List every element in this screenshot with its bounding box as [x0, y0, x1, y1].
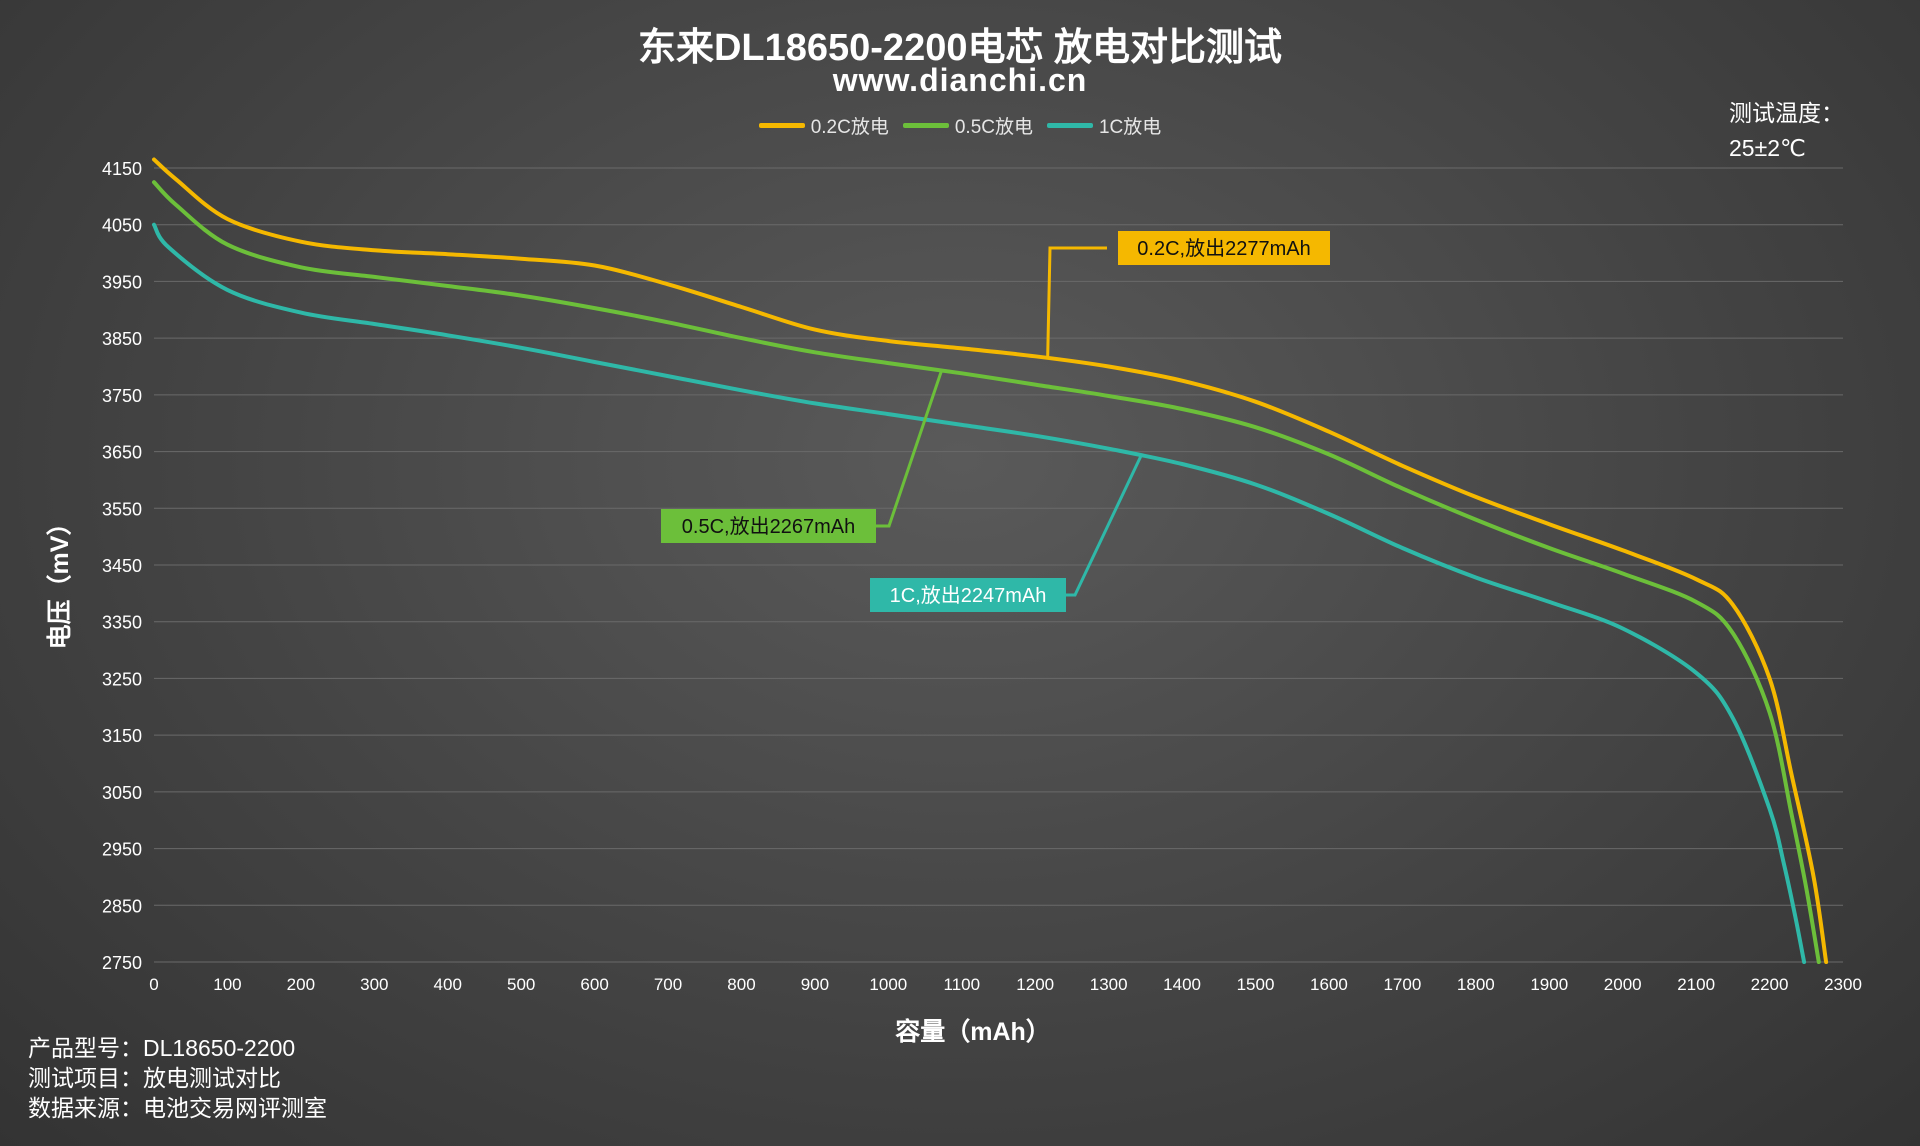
- info-key: 测试项目：: [28, 1065, 143, 1091]
- legend-label: 1C放电: [1098, 117, 1162, 138]
- x-tick-label: 400: [434, 975, 462, 994]
- info-value: 放电测试对比: [143, 1065, 281, 1091]
- series-line-0: [152, 157, 1829, 964]
- y-tick-label: 3450: [102, 556, 142, 576]
- chart-subtitle: www.dianchi.cn: [832, 62, 1088, 98]
- legend-item-0.2C: 0.2C放电: [758, 112, 889, 139]
- x-tick-label: 1600: [1310, 975, 1348, 994]
- x-tick-label: 300: [360, 975, 388, 994]
- x-tick-label: 700: [654, 975, 682, 994]
- temperature-label: 测试温度：: [1729, 100, 1844, 126]
- y-tick-label: 3150: [102, 726, 142, 746]
- x-tick-label: 2300: [1824, 975, 1862, 994]
- annotation-box: [870, 578, 1066, 612]
- x-tick-label: 1700: [1383, 975, 1421, 994]
- legend-item-0.5C: 0.5C放电: [902, 112, 1033, 139]
- info-test-item: 测试项目：放电测试对比: [28, 1063, 327, 1093]
- y-tick-label: 3250: [102, 669, 142, 689]
- x-tick-label: 200: [287, 975, 315, 994]
- x-axis-label: 容量（mAh）: [895, 1017, 1051, 1046]
- x-tick-label: 1100: [944, 975, 981, 994]
- legend-item-1C: 1C放电: [1046, 112, 1162, 139]
- y-tick-label: 3850: [102, 329, 142, 349]
- x-tick-label: 1000: [869, 975, 907, 994]
- x-tick-label: 1200: [1016, 975, 1054, 994]
- series-line-2: [152, 222, 1807, 964]
- y-tick-label: 4050: [102, 216, 142, 236]
- info-value: 电池交易网评测室: [143, 1095, 327, 1121]
- legend: 0.2C放电 0.5C放电 1C放电: [0, 112, 1920, 139]
- x-tick-label: 900: [801, 975, 829, 994]
- legend-swatch: [1046, 123, 1093, 128]
- x-tick-label: 2000: [1604, 975, 1642, 994]
- series-lines: [152, 157, 1829, 964]
- annotation-box: [1118, 231, 1330, 265]
- x-tick-label: 500: [507, 975, 535, 994]
- x-tick-label: 1500: [1237, 975, 1275, 994]
- y-tick-label: 2850: [102, 896, 142, 916]
- info-model: 产品型号：DL18650-2200: [28, 1033, 327, 1063]
- test-temperature: 测试温度： 25±2℃: [1729, 96, 1844, 166]
- x-tick-label: 800: [727, 975, 755, 994]
- y-tick-label: 3950: [102, 272, 142, 292]
- legend-swatch: [902, 123, 949, 128]
- y-tick-label: 4150: [102, 159, 142, 179]
- x-tick-label: 2100: [1677, 975, 1715, 994]
- y-tick-label: 3050: [102, 783, 142, 803]
- info-key: 数据来源：: [28, 1095, 143, 1121]
- product-info: 产品型号：DL18650-2200 测试项目：放电测试对比 数据来源：电池交易网…: [28, 1033, 327, 1123]
- chart-title: 东来DL18650-2200电芯 放电对比测试: [637, 27, 1283, 69]
- annotations: 0.2C,放出2277mAh 0.5C,放出2267mAh 1C,放出2247mAh: [661, 231, 1330, 612]
- x-tick-label: 600: [580, 975, 608, 994]
- y-tick-label: 2950: [102, 840, 142, 860]
- annotation-box: [661, 509, 876, 543]
- series-line-1: [152, 180, 1821, 964]
- grid-lines: [154, 167, 1843, 963]
- y-tick-label: 3350: [102, 613, 142, 633]
- info-key: 产品型号：: [28, 1035, 143, 1061]
- info-value: DL18650-2200: [143, 1035, 296, 1061]
- legend-label: 0.2C放电: [810, 117, 889, 138]
- legend-swatch: [758, 123, 805, 128]
- y-tick-label: 3650: [102, 443, 142, 463]
- x-tick-label: 0: [149, 975, 158, 994]
- annotation-label: 1C,放出2247mAh: [890, 584, 1047, 607]
- legend-label: 0.5C放电: [954, 117, 1033, 138]
- x-tick-label: 1400: [1163, 975, 1201, 994]
- y-tick-label: 3750: [102, 386, 142, 406]
- annotation-label: 0.5C,放出2267mAh: [682, 515, 855, 538]
- y-axis-ticks: 2750 2850 2950 3050 3150 3250 3350 3450 3550 3650…: [102, 159, 142, 973]
- info-source: 数据来源：电池交易网评测室: [28, 1093, 327, 1123]
- y-tick-label: 2750: [102, 953, 142, 973]
- y-tick-label: 3550: [102, 499, 142, 519]
- x-tick-label: 1800: [1457, 975, 1495, 994]
- x-tick-label: 100: [213, 975, 241, 994]
- y-axis-label: 电压（mV）: [45, 511, 74, 650]
- annotation-leader: [1046, 246, 1107, 357]
- annotation-leader: [1066, 453, 1144, 597]
- x-tick-label: 2200: [1751, 975, 1789, 994]
- x-tick-label: 1900: [1530, 975, 1568, 994]
- annotation-label: 0.2C,放出2277mAh: [1137, 237, 1310, 260]
- x-tick-label: 1300: [1090, 975, 1128, 994]
- annotation-leader: [876, 368, 944, 528]
- x-axis-ticks: 0 100 200 300 400 500 600 700 800 900 1000 1100 1200…: [149, 975, 1862, 994]
- temperature-value: 25±2℃: [1729, 135, 1806, 161]
